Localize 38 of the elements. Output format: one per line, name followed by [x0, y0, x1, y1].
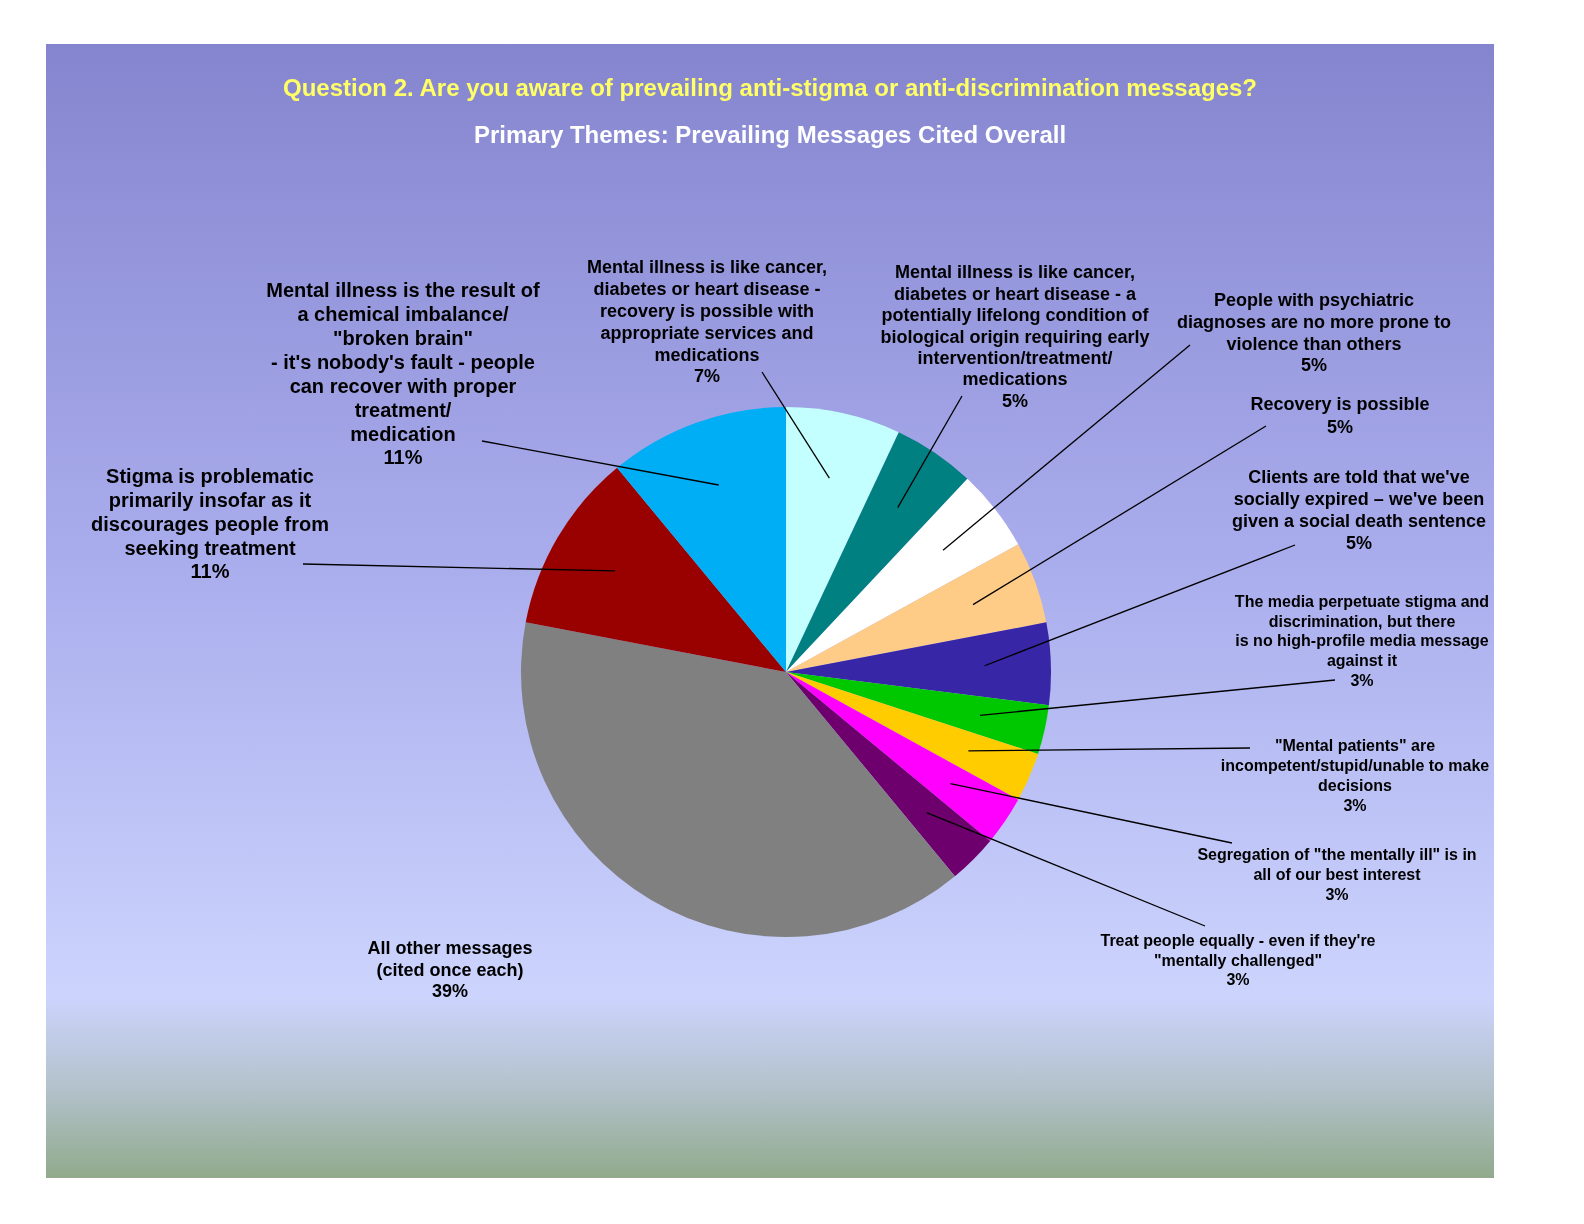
data-label: 3%: [1325, 885, 1349, 903]
slice-label: Mental illness is the result of a chemical imbalance/ "broken brain" - it's nobody's fault - people can recover with proper treatment/ medication: [266, 279, 541, 445]
pie-slice: [786, 432, 968, 672]
data-label: 5%: [1300, 355, 1328, 376]
data-label: 39%: [431, 980, 469, 1001]
slice-label: "Mental patients" are incompetent/stupid/unable to make decisions: [1220, 736, 1490, 794]
data-label: 3%: [1343, 796, 1367, 814]
pie-slice: [525, 467, 786, 672]
slice-label: The media perpetuate stigma and discrimination, but there is no high-profile media message against it: [1234, 592, 1490, 670]
pie-slice: [786, 672, 1039, 800]
data-label: 11%: [383, 446, 423, 469]
data-label: 3%: [1350, 671, 1374, 689]
slice-label: Mental illness is like cancer, diabetes or heart disease - recovery is possible with appropriate services and medications: [586, 257, 828, 365]
pie-slice: [786, 407, 899, 672]
data-label: 5%: [1345, 532, 1373, 553]
slice-label: Mental illness is like cancer, diabetes or heart disease - a potentially lifelong condition of biological origin requiring early intervention/treatment/ medications: [880, 262, 1150, 390]
pie-slice: [786, 672, 991, 877]
pie-slice: [786, 544, 1047, 672]
slice-label: Treat people equally - even if they're "mentally challenged": [1100, 931, 1376, 969]
pie-slice: [521, 622, 955, 937]
slice-label: People with psychiatric diagnoses are no more prone to violence than others: [1176, 290, 1452, 354]
data-label: 3%: [1226, 971, 1250, 989]
data-label: 11%: [190, 560, 230, 583]
slice-label: Segregation of "the mentally ill" is in all of our best interest: [1197, 845, 1477, 883]
chart-title: Question 2. Are you aware of prevailing anti-stigma or anti-discrimination messages?: [282, 74, 1258, 101]
data-label: 5%: [1001, 390, 1029, 411]
slice-label: Recovery is possible: [1250, 394, 1430, 415]
pie-slice: [786, 478, 1019, 672]
chart-subtitle: Primary Themes: Prevailing Messages Cited Overall: [473, 121, 1067, 148]
pie-slice: [617, 407, 786, 672]
slice-label: Clients are told that we've socially expired – we've been given a social death sentence: [1231, 467, 1487, 531]
data-label: 7%: [693, 366, 721, 387]
slice-label: Stigma is problematic primarily insofar as it discourages people from seeking treatment: [91, 465, 329, 559]
slice-label: All other messages (cited once each): [367, 938, 533, 980]
pie-slice: [786, 672, 1019, 841]
pie-slice: [786, 622, 1051, 706]
data-label: 5%: [1326, 416, 1354, 437]
pie-slice: [786, 672, 1049, 754]
